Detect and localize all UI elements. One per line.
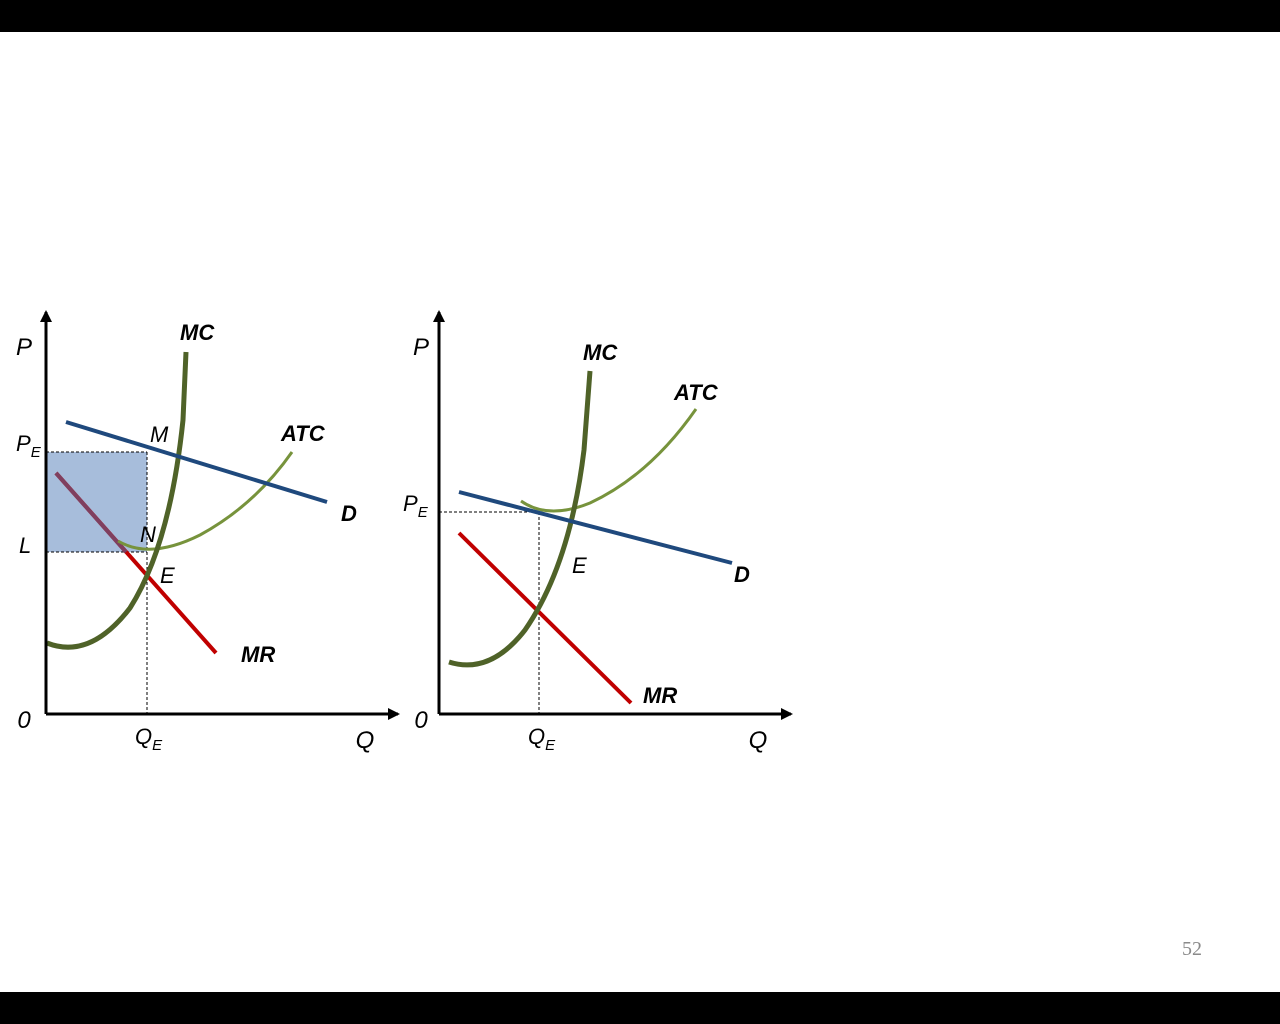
origin-label: 0 (414, 707, 428, 734)
point-m-label: M (150, 422, 169, 447)
point-e-label: E (160, 563, 175, 588)
mr-curve-overlap (54, 471, 128, 554)
mc-label: MC (180, 320, 215, 345)
mr-label: MR (643, 683, 677, 708)
profit-rectangle (46, 452, 147, 552)
mr-curve (457, 531, 633, 705)
left-graph: P Q 0 PE L QE MC ATC D MR M N E (16, 310, 400, 754)
y-axis-label: P (413, 334, 429, 361)
qe-label: QE (135, 724, 163, 754)
qe-label: QE (528, 724, 556, 754)
demand-label: D (341, 501, 357, 526)
right-graph: P Q 0 PE QE MC ATC D MR E (403, 310, 793, 754)
point-n-label: N (140, 522, 156, 547)
mr-label: MR (241, 642, 275, 667)
demand-curve (65, 420, 328, 504)
atc-curve (117, 451, 294, 551)
atc-label: ATC (673, 380, 719, 405)
l-label: L (19, 533, 31, 558)
pe-label: PE (16, 431, 42, 461)
mc-curve (46, 351, 189, 650)
x-axis-label: Q (356, 727, 375, 754)
demand-curve (458, 490, 733, 565)
mc-label: MC (583, 340, 618, 365)
point-e-label: E (572, 553, 587, 578)
atc-curve (520, 408, 698, 513)
demand-label: D (734, 562, 750, 587)
page-number: 52 (1182, 938, 1202, 960)
y-axis-label: P (16, 334, 32, 361)
atc-label: ATC (280, 421, 326, 446)
top-black-bar (0, 0, 1280, 32)
x-axis-label: Q (749, 727, 768, 754)
pe-label: PE (403, 491, 429, 521)
mc-curve (448, 370, 593, 668)
bottom-black-bar (0, 992, 1280, 1024)
origin-label: 0 (17, 707, 31, 734)
